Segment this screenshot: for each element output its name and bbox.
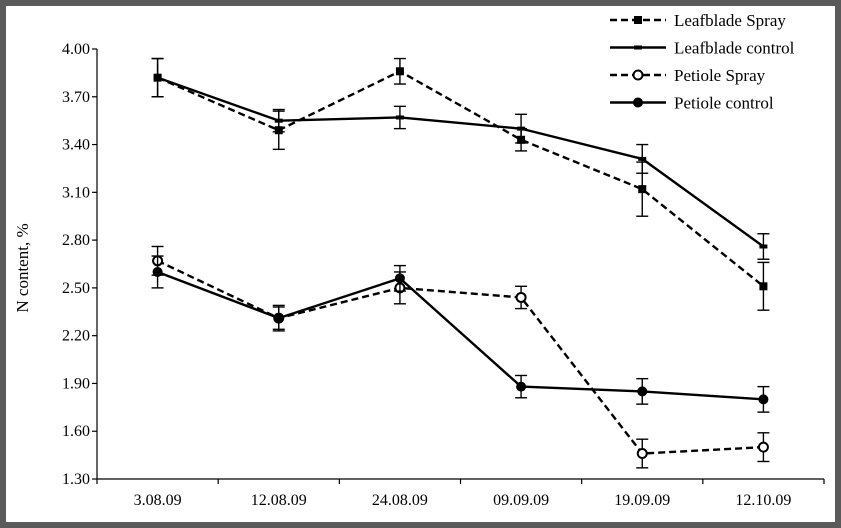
y-tick-label: 1.60 <box>62 423 90 440</box>
y-tick-label: 1.90 <box>62 375 90 392</box>
series-line <box>157 270 764 401</box>
x-tick-label: 19.09.09 <box>614 492 670 509</box>
data-point <box>394 273 405 284</box>
series-leafblade-control <box>151 57 770 260</box>
y-tick-label: 3.40 <box>62 137 90 154</box>
legend-label: Leafblade Spray <box>674 11 786 30</box>
data-point <box>395 115 404 120</box>
data-point <box>516 381 527 392</box>
data-point <box>395 67 404 76</box>
y-tick-label: 2.80 <box>62 232 90 249</box>
data-point <box>759 244 768 249</box>
series-petiole-spray <box>151 245 770 469</box>
y-tick-label: 3.70 <box>62 89 90 106</box>
series-line <box>157 259 764 455</box>
data-point <box>152 266 163 277</box>
data-point <box>638 185 647 194</box>
x-tick-label: 12.10.09 <box>735 492 791 509</box>
x-tick-label: 12.08.09 <box>251 492 307 509</box>
chart-frame: 1.30 1.60 1.90 2.20 2.50 2.80 3.10 3.40 3.70 4.00… <box>6 6 835 522</box>
data-point <box>636 448 648 460</box>
y-tick-label: 3.10 <box>62 184 90 201</box>
y-tick-label: 1.30 <box>62 471 90 488</box>
legend-marker <box>632 69 644 81</box>
data-point <box>637 386 648 397</box>
data-point <box>517 126 526 131</box>
x-tick-label: 09.09.09 <box>493 492 549 509</box>
legend-marker <box>634 45 642 50</box>
x-tick-label: 24.08.09 <box>372 492 428 509</box>
data-point <box>515 291 527 303</box>
data-point <box>759 282 768 291</box>
legend-marker <box>634 16 642 24</box>
y-tick-label: 4.00 <box>62 41 90 58</box>
line-chart: 1.30 1.60 1.90 2.20 2.50 2.80 3.10 3.40 3.70 4.00… <box>13 11 825 509</box>
series-petiole-control <box>151 255 770 413</box>
x-tick-label: 3.08.09 <box>134 492 182 509</box>
data-point <box>757 441 769 453</box>
data-point <box>274 118 283 123</box>
y-axis-label: N content, % <box>13 223 32 312</box>
y-tick-label: 2.20 <box>62 328 90 345</box>
legend-label: Petiole control <box>674 94 774 113</box>
series-line <box>157 69 765 288</box>
data-point <box>638 156 647 161</box>
legend-label: Petiole Spray <box>674 66 766 85</box>
legend-label: Leafblade control <box>674 39 795 58</box>
y-tick-label: 2.50 <box>62 280 90 297</box>
data-point <box>273 313 284 324</box>
data-point <box>758 394 769 405</box>
data-point <box>153 75 162 80</box>
series-line <box>157 76 765 248</box>
legend-marker <box>633 97 643 108</box>
